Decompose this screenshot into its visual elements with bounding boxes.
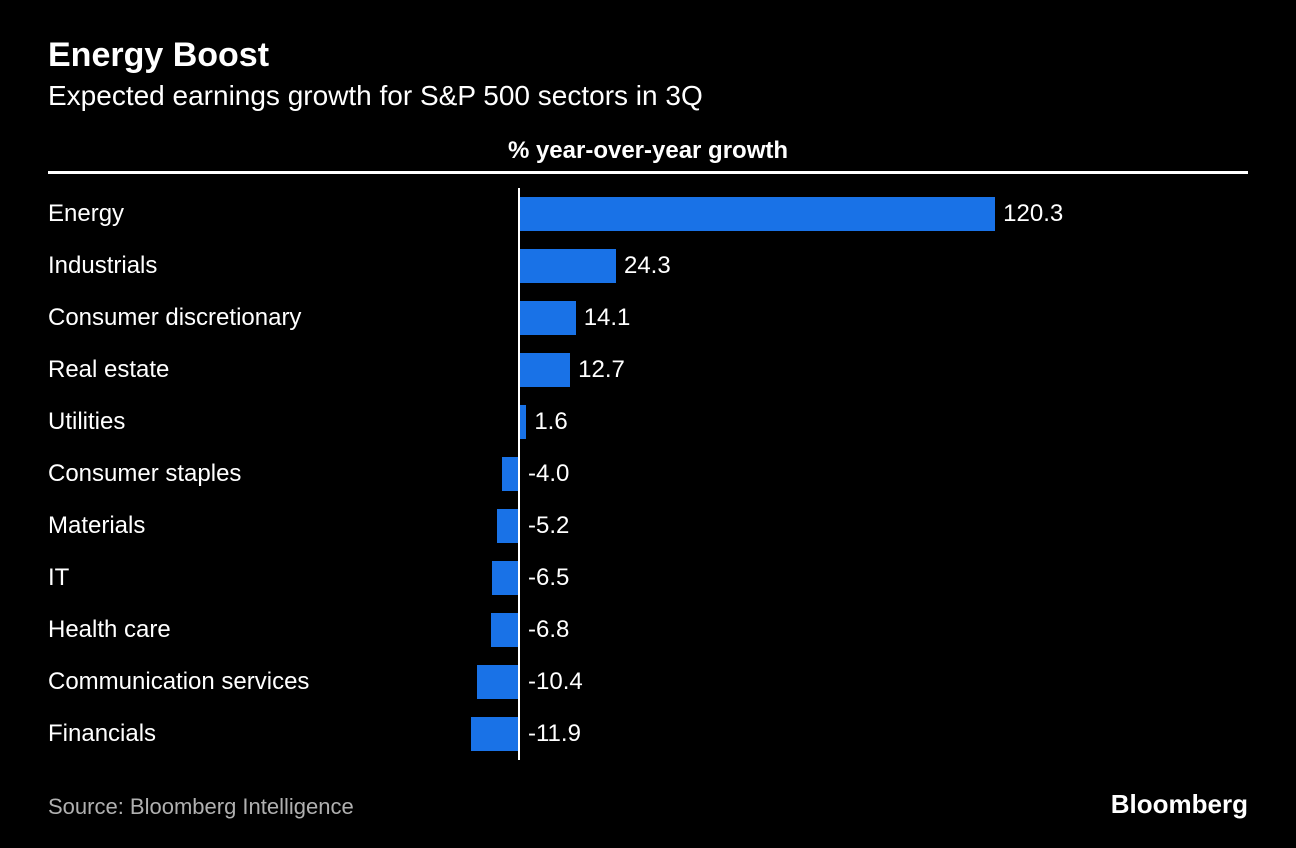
bar-row: Real estate 12.7 xyxy=(48,344,1248,396)
value-label: -6.8 xyxy=(528,616,569,644)
value-label: -6.5 xyxy=(528,564,569,592)
chart-subtitle: Expected earnings growth for S&P 500 sec… xyxy=(48,79,1248,113)
chart-area: Energy 120.3 Industrials 24.3 Consumer discr… xyxy=(48,171,1248,760)
value-label: 24.3 xyxy=(624,252,671,280)
value-label: 1.6 xyxy=(534,408,567,436)
chart-title: Energy Boost xyxy=(48,36,1248,75)
bar-row: IT -6.5 xyxy=(48,552,1248,604)
category-label: Real estate xyxy=(48,356,169,384)
bar-row: Materials -5.2 xyxy=(48,500,1248,552)
value-label: 120.3 xyxy=(1003,200,1063,228)
value-label: -10.4 xyxy=(528,668,583,696)
bar xyxy=(477,665,518,699)
category-label: Industrials xyxy=(48,252,157,280)
bar xyxy=(491,613,518,647)
bar-row: Industrials 24.3 xyxy=(48,240,1248,292)
category-label: Health care xyxy=(48,616,171,644)
bar-row: Consumer staples -4.0 xyxy=(48,448,1248,500)
value-label: -11.9 xyxy=(528,720,581,748)
category-label: Consumer staples xyxy=(48,460,241,488)
bar-row: Communication services -10.4 xyxy=(48,656,1248,708)
category-label: Consumer discretionary xyxy=(48,304,301,332)
bar-chart: Energy 120.3 Industrials 24.3 Consumer discr… xyxy=(48,188,1248,760)
bar xyxy=(520,353,570,387)
value-label: 14.1 xyxy=(584,304,631,332)
bar xyxy=(520,197,995,231)
bar xyxy=(520,405,526,439)
value-label: -4.0 xyxy=(528,460,569,488)
bar-row: Health care -6.8 xyxy=(48,604,1248,656)
category-label: Financials xyxy=(48,720,156,748)
bar xyxy=(520,301,576,335)
bar-row: Consumer discretionary 14.1 xyxy=(48,292,1248,344)
source-attribution: Source: Bloomberg Intelligence xyxy=(48,794,354,820)
category-label: IT xyxy=(48,564,69,592)
category-label: Energy xyxy=(48,200,124,228)
bar xyxy=(497,509,518,543)
bar-row: Utilities 1.6 xyxy=(48,396,1248,448)
category-label: Utilities xyxy=(48,408,125,436)
bar xyxy=(492,561,518,595)
category-label: Communication services xyxy=(48,668,309,696)
axis-title: % year-over-year growth xyxy=(48,137,1248,165)
bar xyxy=(471,717,518,751)
value-label: 12.7 xyxy=(578,356,625,384)
bar xyxy=(502,457,518,491)
category-label: Materials xyxy=(48,512,145,540)
bar-row: Energy 120.3 xyxy=(48,188,1248,240)
bar-row: Financials -11.9 xyxy=(48,708,1248,760)
value-label: -5.2 xyxy=(528,512,569,540)
brand-logo: Bloomberg xyxy=(1111,789,1248,820)
bar xyxy=(520,249,616,283)
